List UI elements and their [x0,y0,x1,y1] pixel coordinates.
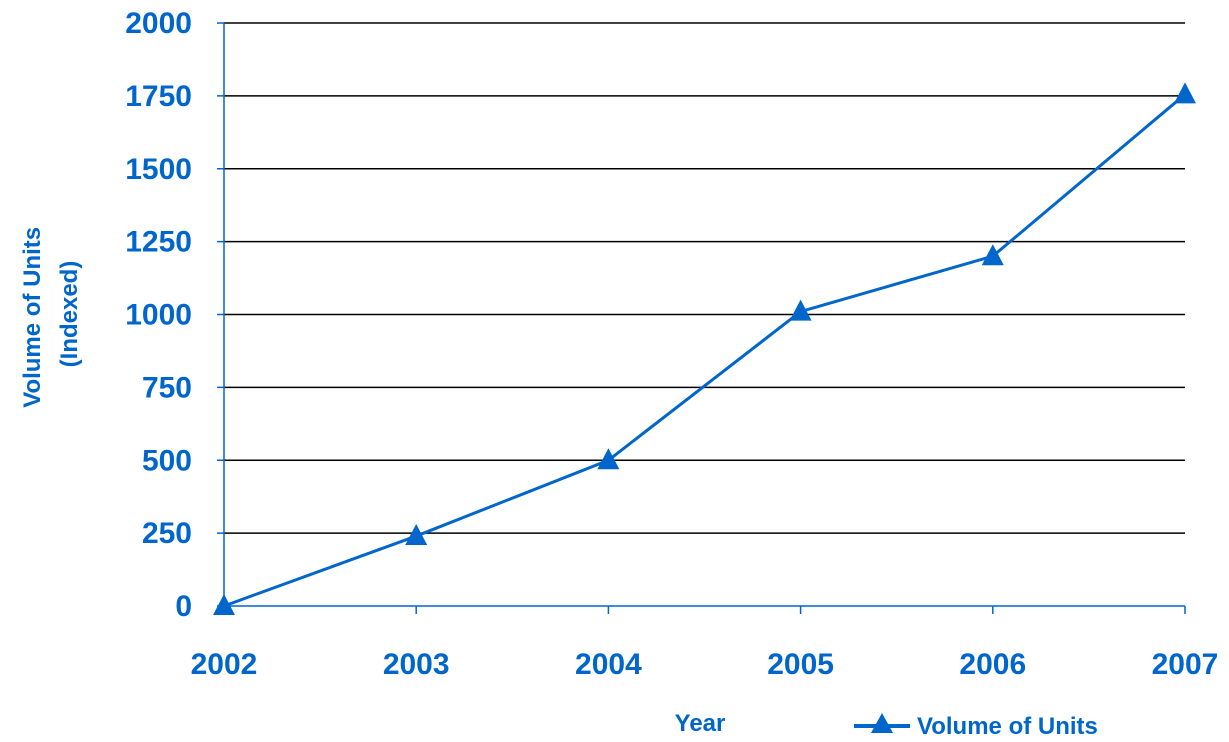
x-tick-label: 2007 [1152,648,1219,681]
axes [223,23,1185,607]
data-point-marker [213,594,235,615]
data-point-marker [597,448,620,470]
y-axis-title: Volume of Units (Indexed) [19,220,83,408]
x-axis-title: Year [675,710,726,737]
y-tick-label: 500 [142,444,192,477]
y-tick-label: 2000 [125,7,192,40]
x-tick-label: 2002 [191,648,258,681]
y-tick-label: 1500 [125,153,192,186]
y-tick-label: 1250 [125,226,192,259]
x-tick-label: 2004 [575,648,642,681]
data-point-marker [981,244,1004,266]
data-point-marker [789,299,812,321]
x-tick-label: 2003 [383,648,450,681]
y-axis-title-line2: (Indexed) [56,261,83,368]
x-tick-label: 2006 [959,648,1026,681]
data-point-marker [1174,82,1196,104]
y-tick-label: 1750 [125,80,192,113]
legend-triangle-marker-icon [871,713,893,733]
y-tick-label: 0 [175,590,192,623]
y-tick-label: 750 [142,371,192,404]
y-tick-labels: 0 250 500 750 1000 1250 1500 1750 2000 [125,7,192,623]
series-layer [213,82,1196,615]
legend-label: Volume of Units [917,713,1098,740]
gridlines [217,22,1185,607]
series-line [223,93,1186,608]
x-tick-labels: 2002 2003 2004 2005 2006 2007 [191,606,1219,681]
x-tick-label: 2005 [767,648,834,681]
y-tick-label: 250 [142,517,192,550]
data-point-marker [405,524,428,546]
y-axis-title-line1: Volume of Units [19,227,46,408]
y-tick-label: 1000 [125,299,192,332]
legend: Volume of Units [854,713,1098,740]
